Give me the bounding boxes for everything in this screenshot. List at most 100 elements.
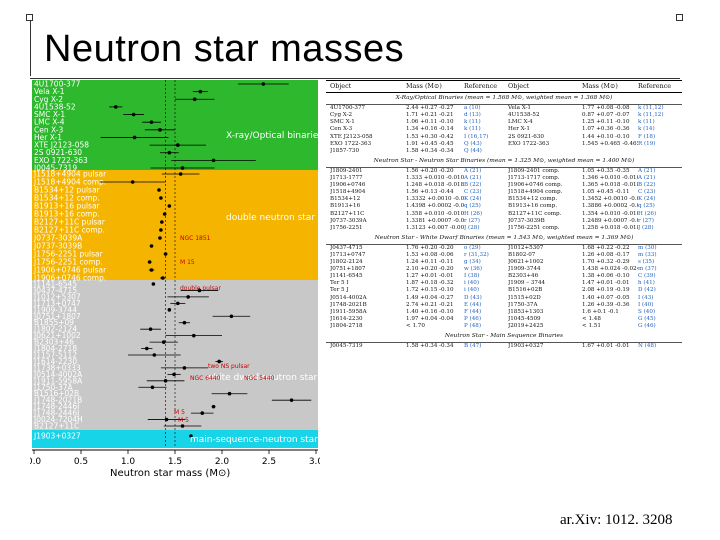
slide-title: Neutron star masses [44,28,405,70]
table-cell: J1909 – 3744 [508,280,546,287]
table-cell: < 1.70 [406,322,425,329]
table-row: J0751+1807 2.10 +0.20 -0.20 w (36) J1909-37… [326,266,682,273]
table-cell: 1.68 +0.22 -0.22 [582,244,630,251]
table-cell: k (14) [638,126,655,133]
mass-point [149,120,154,124]
table-row: J1748-2021B 2.74 +0.21 -0.21 E (44) J1750-3… [326,302,682,309]
table-section: Neutron Star - White Dwarf Binaries (mea… [326,233,682,330]
x-tick-label: 2.0 [215,457,230,467]
table-cell: 1.34 +0.16 -0.14 [406,126,454,133]
pulsar-name: J0437-4715 [33,286,77,295]
pulsar-name: J1738+0333 [33,363,81,372]
mass-point [211,158,216,163]
table-cell: J0737-3039B [508,217,545,224]
table-cell: k (11,12) [638,112,664,119]
pulsar-name: J1750-37A [33,383,74,392]
pulsar-name: J1713+0747 [33,299,81,308]
table-cell: 1.25 +0.11 -0.10 [582,119,630,126]
table-cell: J1614-2230 [330,315,363,322]
x-axis-label: Neutron star mass (M⊙) [110,468,230,479]
table-cell: K (24) [638,196,656,203]
decoration-square [676,14,683,21]
table-section-title: Neutron Star - Neutron Star Binaries (me… [326,156,682,168]
table-row: J1713+0747 1.53 +0.08 -0.06 r (31,32) B1802… [326,252,682,259]
table-cell: J1750-37A [508,301,538,308]
table-cell: B (22) [638,182,656,189]
table-cell: m (33) [638,251,657,258]
mass-point [160,276,165,280]
mass-point [289,398,294,402]
mass-point [217,359,221,364]
mass-point [167,204,172,208]
table-cell: C (23) [638,189,656,196]
table-cell: 1.07 +0.36 -0.36 [582,126,630,133]
table-cell: 2.08 +0.19 -0.19 [582,287,630,294]
table-cell: J1857-730 [330,147,360,154]
table-cell: < 1.48 [582,315,601,322]
table-cell: EXO 1722-363 [330,140,372,147]
mass-point [189,434,193,438]
pulsar-name: J0621+1002 [33,331,81,340]
pulsar-name: J1756-2251 comp. [33,258,103,267]
table-cell: 2.10 +0.20 -0.20 [406,266,454,273]
table-cell: g (34) [464,259,481,266]
mass-point [152,353,157,357]
table-cell: J1713-1717 comp. [508,175,560,182]
pulsar-name: J1748-2021B [33,396,82,405]
table-cell: 1.258 +0.018 -0.018 [582,224,638,231]
mass-point [145,346,149,351]
table-cell: 1.354 +0.010 -0.010 [582,210,638,217]
table-cell: 2.74 +0.21 -0.21 [406,301,454,308]
table-cell: 1.70 +0.32 -0.29 [582,259,630,266]
table-cell: B1534+12 comp. [508,196,558,203]
mass-point [161,340,166,344]
mass-point [147,260,152,264]
mass-point [182,320,187,325]
pulsar-name: Vela X-1 [34,87,65,96]
table-section-title: Neutron Star - Main Sequence Binaries [326,331,682,344]
mass-point [198,89,203,94]
pulsar-name: J0045-7319 [33,164,77,173]
table-cell: EXO 1722-363 [508,140,550,147]
average-lines [165,80,176,448]
table-cell: 1.47 +0.01 -0.01 [582,280,630,287]
table-row: J1141-6545 1.27 +0.01 -0.01 I (38) B2303+46… [326,273,682,280]
table-row: EXO 1722-363 1.91 +0.45 -0.45 Q (43) EXO 17… [326,141,682,148]
table-cell: i (40) [464,287,480,294]
table-row: J1857-730 1.58 +0.34 -0.34 Q (44) [326,148,682,155]
table-column-header: Reference [638,83,672,90]
data-points [99,82,312,438]
table-cell [638,148,682,155]
pulsar-name: J1518+4904 comp. [33,178,106,187]
table-cell: D (42) [638,287,656,294]
table-cell: 1.87 +0.18 -0.32 [406,280,454,287]
table-cell: XTE J2123-058 [330,133,373,140]
table-cell: A (21) [464,175,482,182]
table-cell: G (45) [638,315,656,322]
table-row: Ter 5 J 1.72 +0.15 -0.10 i (40) B1516+02B 2.… [326,287,682,294]
table-cell: Cen X-3 [330,126,353,133]
table-cell: J1903+0327 [508,343,544,350]
mass-point [261,82,266,86]
table-cell: d (13) [464,112,481,119]
table-row: J1614-2230 1.97 +0.04 -0.04 P (46) J1045-45… [326,316,682,323]
table-cell: A (21) [638,175,656,182]
pulsar-name: J0514-4002A [33,370,83,379]
table-cell: k (11,12) [638,105,664,112]
mass-point [160,220,164,224]
title-decoration-vertical [30,14,31,76]
mass-point [148,327,153,331]
pulsar-name: EXO 1722-363 [34,156,88,165]
table-cell: 1.6 +0.1 -0.1 [582,308,619,315]
table-cell: k (11) [464,126,481,133]
pulsar-name: 2S 0921-630 [34,148,82,157]
x-tick-label: 3.0 [309,457,320,467]
table-cell: 1.26 +0.08 -0.17 [582,251,630,258]
table-row: J1906+0746 1.248 +0.018 -0.018 B (22) J1906… [326,182,682,189]
mass-table: Object Mass (M⊙) Reference Object Mass (M⊙) R… [326,80,682,540]
mass-point [157,188,161,192]
pulsar-name: B1913+16 comp. [34,210,100,219]
pulsar-name: J1802-2124 [33,325,77,334]
x-tick-label: 1.0 [121,457,136,467]
